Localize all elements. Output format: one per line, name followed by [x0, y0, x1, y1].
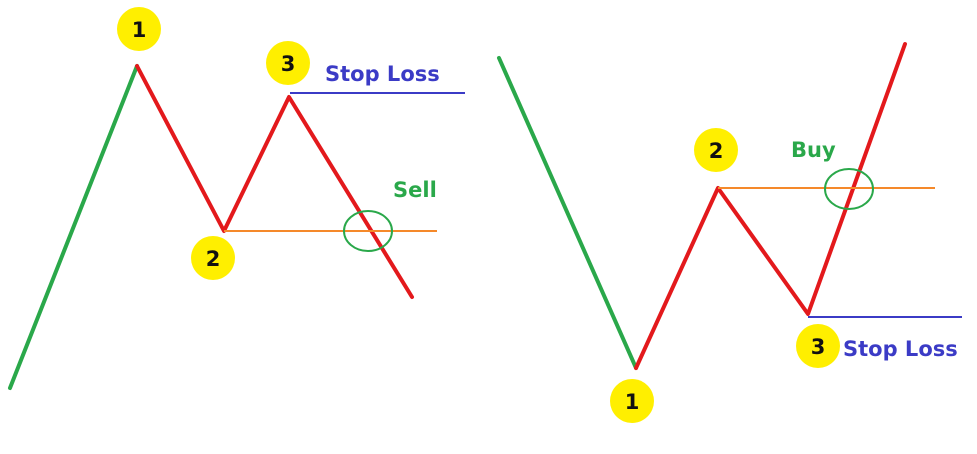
left-badge-1: 1 — [117, 7, 161, 51]
left-badge-3: 3 — [266, 41, 310, 85]
left-badge-3-label: 3 — [281, 52, 296, 76]
left-badge-1-label: 1 — [132, 18, 147, 42]
left-stop-loss-label: Stop Loss — [325, 62, 440, 86]
right-stop-loss-label: Stop Loss — [843, 337, 958, 361]
right-badge-2: 2 — [694, 128, 738, 172]
left-badge-2-label: 2 — [206, 247, 221, 271]
right-pattern-line — [634, 42, 907, 370]
right-pattern: 1 2 3 Stop Loss Buy — [497, 42, 962, 423]
left-signal-label: Sell — [393, 178, 437, 202]
right-badge-1: 1 — [610, 379, 654, 423]
right-signal-label: Buy — [791, 138, 836, 162]
left-signal-circle — [343, 210, 393, 252]
right-signal-circle — [824, 168, 874, 210]
left-pattern: 1 2 3 Stop Loss Sell — [8, 7, 465, 390]
right-prior-trend-line — [497, 56, 638, 370]
right-badge-3-label: 3 — [811, 335, 826, 359]
left-prior-trend-line — [8, 64, 139, 390]
left-pattern-line — [135, 64, 414, 299]
right-badge-3: 3 — [796, 324, 840, 368]
right-badge-1-label: 1 — [625, 390, 640, 414]
right-badge-2-label: 2 — [709, 139, 724, 163]
left-badge-2: 2 — [191, 236, 235, 280]
